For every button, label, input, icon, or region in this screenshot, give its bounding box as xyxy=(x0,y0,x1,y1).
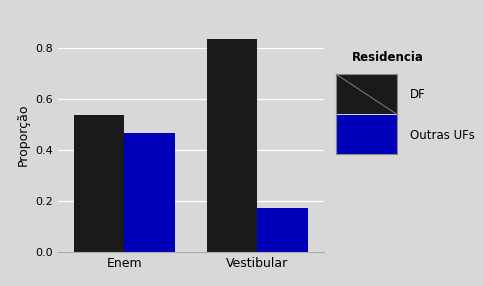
Y-axis label: Proporção: Proporção xyxy=(17,103,30,166)
Text: Outras UFs: Outras UFs xyxy=(410,130,475,142)
Bar xyxy=(257,208,308,252)
FancyBboxPatch shape xyxy=(336,74,397,114)
Text: DF: DF xyxy=(410,88,426,101)
Bar xyxy=(125,133,175,252)
Bar xyxy=(207,39,257,252)
Text: Residencia: Residencia xyxy=(352,51,424,64)
FancyBboxPatch shape xyxy=(336,114,397,154)
Bar xyxy=(74,115,125,252)
